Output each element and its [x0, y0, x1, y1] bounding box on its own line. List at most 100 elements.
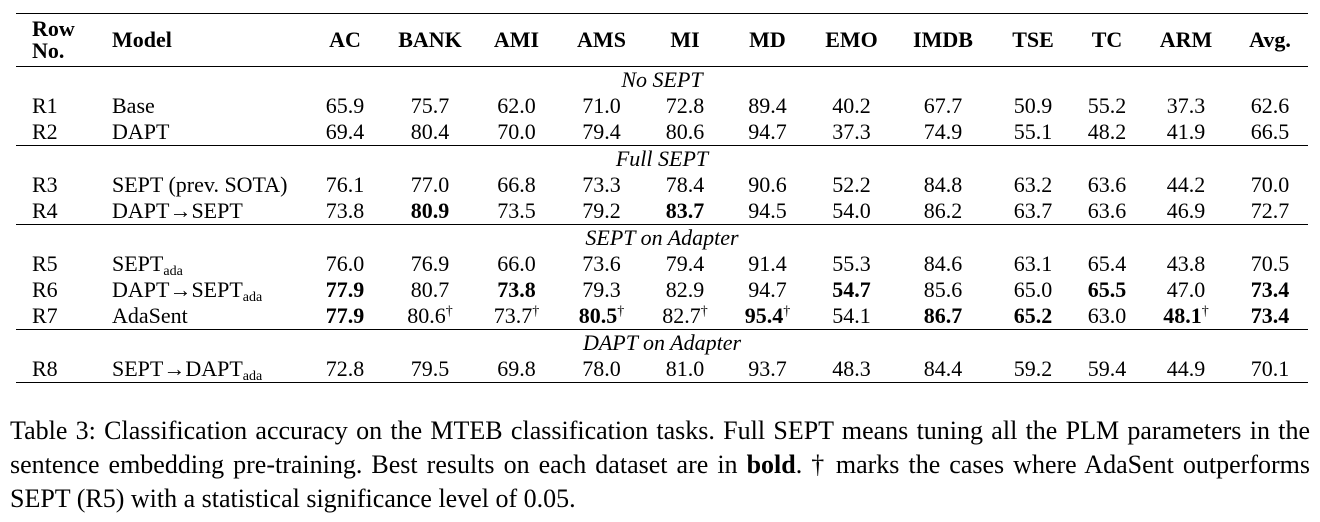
table-row: R2 DAPT 69.4 80.4 70.0 79.4 80.6 94.7 37.3 74.9 55…: [16, 119, 1308, 146]
score-cell: 79.3: [559, 277, 644, 303]
score-value: 73.4: [1250, 277, 1290, 302]
table-row: R1 Base 65.9 75.7 62.0 71.0 72.8 89.4 40.2 67.7 50…: [16, 93, 1308, 119]
score-value: 63.7: [1013, 198, 1053, 223]
score-cell: 80.6: [644, 119, 726, 146]
score-cell: 94.7: [726, 119, 809, 146]
score-cell: 71.0: [559, 93, 644, 119]
score-value: 76.0: [325, 251, 365, 276]
row-number: R2: [32, 119, 58, 144]
model-name: Base: [112, 93, 155, 118]
score-cell: 85.6: [894, 277, 992, 303]
score-value: 79.3: [582, 277, 621, 302]
score-value: 71.0: [582, 93, 621, 118]
score-value: 86.2: [923, 198, 963, 223]
score-value: 43.8: [1166, 251, 1206, 276]
score-cell: 73.4: [1232, 277, 1308, 303]
score-value: 80.9: [410, 198, 450, 223]
score-cell: 78.0: [559, 356, 644, 383]
score-value: 90.6: [748, 172, 787, 197]
score-cell: 76.1: [304, 172, 386, 198]
significance-dagger: †: [617, 304, 625, 319]
header-dataset: EMO: [825, 27, 878, 52]
score-cell: 77.0: [386, 172, 474, 198]
header-row-no-line2: No.: [32, 38, 65, 63]
score-value: 73.7: [493, 303, 533, 328]
score-cell: 76.0: [304, 251, 386, 277]
score-value: 66.5: [1250, 119, 1290, 144]
score-value: 80.4: [410, 119, 450, 144]
score-cell: 82.7†: [644, 303, 726, 330]
header-dataset: AMS: [577, 27, 626, 52]
score-value: 80.6: [665, 119, 705, 144]
table-section: No SEPT R1 Base 65.9 75.7 62.0 71.0 72.8 89.4 40.…: [16, 67, 1308, 146]
score-cell: 72.8: [304, 356, 386, 383]
table-caption: Table 3: Classification accuracy on the …: [10, 414, 1310, 516]
score-value: 89.4: [748, 93, 787, 118]
header-dataset: ARM: [1159, 27, 1213, 52]
model-name: DAPT→SEPT: [112, 277, 243, 302]
score-value: 79.4: [582, 119, 621, 144]
score-value: 84.8: [923, 172, 963, 197]
score-cell: 79.4: [559, 119, 644, 146]
score-value: 41.9: [1166, 119, 1206, 144]
header-dataset: TC: [1091, 27, 1123, 52]
header-dataset: AMI: [493, 27, 540, 52]
table-section: Full SEPT R3 SEPT (prev. SOTA) 76.1 77.0 66.8…: [16, 146, 1308, 225]
row-number: R7: [32, 303, 58, 328]
score-cell: 69.8: [474, 356, 559, 383]
model-name: SEPT (prev. SOTA): [112, 172, 288, 197]
score-value: 82.7: [662, 303, 701, 328]
score-cell: 65.0: [992, 277, 1074, 303]
score-value: 73.6: [582, 251, 621, 276]
score-cell: 73.6: [559, 251, 644, 277]
score-cell: 48.1†: [1140, 303, 1232, 330]
score-value: 65.4: [1087, 251, 1127, 276]
score-value: 72.8: [665, 93, 705, 118]
significance-dagger: †: [700, 304, 708, 319]
score-cell: 65.5: [1074, 277, 1140, 303]
score-cell: 55.2: [1074, 93, 1140, 119]
header-row-no-line1: Row: [32, 16, 75, 41]
header-dataset: BANK: [398, 27, 462, 52]
score-value: 50.9: [1013, 93, 1053, 118]
score-cell: 54.0: [809, 198, 894, 225]
score-value: 73.4: [1250, 303, 1290, 328]
score-value: 48.3: [832, 356, 871, 381]
model-name-cell: DAPT: [94, 119, 304, 146]
score-cell: 44.2: [1140, 172, 1232, 198]
score-value: 79.2: [582, 198, 621, 223]
score-value: 74.9: [923, 119, 963, 144]
score-cell: 77.9: [304, 303, 386, 330]
score-value: 70.0: [497, 119, 536, 144]
score-cell: 37.3: [1140, 93, 1232, 119]
score-cell: 90.6: [726, 172, 809, 198]
score-value: 54.1: [832, 303, 871, 328]
model-name-cell: SEPT→DAPTada: [94, 356, 304, 384]
score-value: 78.4: [665, 172, 705, 197]
score-cell: 95.4†: [726, 303, 809, 330]
score-cell: 54.1: [809, 303, 894, 330]
score-value: 69.4: [325, 119, 365, 144]
score-value: 63.2: [1013, 172, 1053, 197]
section-header-row: Full SEPT: [16, 146, 1308, 173]
model-name-cell: DAPT→SEPTada: [94, 277, 304, 305]
score-cell: 59.2: [992, 356, 1074, 383]
score-value: 63.6: [1087, 172, 1127, 197]
score-value: 79.5: [410, 356, 450, 381]
score-value: 65.5: [1087, 277, 1127, 302]
score-cell: 46.9: [1140, 198, 1232, 225]
score-value: 44.2: [1166, 172, 1206, 197]
model-name: SEPT: [112, 251, 164, 276]
score-cell: 78.4: [644, 172, 726, 198]
score-value: 85.6: [923, 277, 963, 302]
score-cell: 70.1: [1232, 356, 1308, 383]
score-cell: 86.7: [894, 303, 992, 330]
score-cell: 59.4: [1074, 356, 1140, 383]
score-value: 77.9: [325, 303, 365, 328]
score-value: 77.9: [325, 277, 365, 302]
score-value: 48.1: [1163, 303, 1202, 328]
header-row-no: Row No.: [16, 14, 94, 67]
score-value: 94.5: [748, 198, 787, 223]
section-header-row: SEPT on Adapter: [16, 225, 1308, 252]
score-cell: 84.6: [894, 251, 992, 277]
